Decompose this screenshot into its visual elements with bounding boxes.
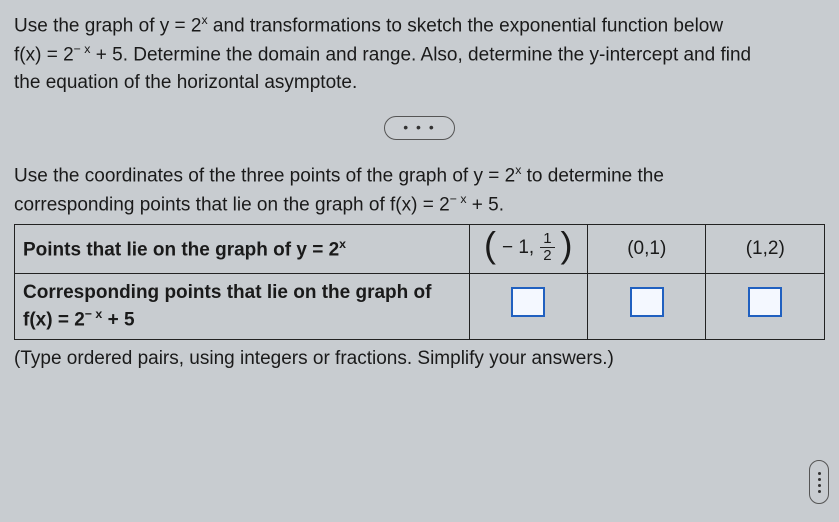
table-row: Points that lie on the graph of y = 2x (…	[15, 225, 825, 273]
text: Points that lie on the graph of y = 2	[23, 239, 339, 260]
exponent: − x	[450, 192, 467, 206]
row1-label: Points that lie on the graph of y = 2x	[15, 225, 470, 273]
text: f(x) = 2	[14, 44, 74, 65]
answer-input-3[interactable]	[748, 287, 782, 317]
more-icon[interactable]: • • •	[384, 116, 454, 141]
footnote: (Type ordered pairs, using integers or f…	[14, 346, 825, 372]
row1-cell3: (1,2)	[706, 225, 825, 273]
problem-intro: Use the graph of y = 2x and transformati…	[14, 12, 825, 96]
row2-label: Corresponding points that lie on the gra…	[15, 273, 470, 339]
text: + 5.	[467, 195, 505, 216]
intro-line-1: Use the graph of y = 2x and transformati…	[14, 12, 825, 39]
prefix: − 1,	[502, 235, 534, 261]
answer-input-2[interactable]	[630, 287, 664, 317]
exponent: − x	[85, 307, 103, 321]
table-row: Corresponding points that lie on the gra…	[15, 273, 825, 339]
vertical-more-icon[interactable]	[809, 460, 829, 504]
row2-cell3	[706, 273, 825, 339]
row1-cell1: ( − 1, 1 2 )	[469, 225, 587, 273]
text: Corresponding points that lie on the gra…	[23, 282, 431, 303]
text: and transformations to sketch the expone…	[208, 15, 723, 36]
points-table: Points that lie on the graph of y = 2x (…	[14, 224, 825, 339]
answer-input-1[interactable]	[511, 287, 545, 317]
text: Use the coordinates of the three points …	[14, 166, 515, 187]
row2-cell2	[588, 273, 706, 339]
row1-cell2: (0,1)	[588, 225, 706, 273]
instruction-line-1: Use the coordinates of the three points …	[14, 162, 825, 189]
text: f(x) = 2	[23, 309, 85, 330]
intro-line-2: f(x) = 2− x + 5. Determine the domain an…	[14, 41, 825, 68]
point-fraction: ( − 1, 1 2 )	[484, 231, 573, 264]
text: + 5. Determine the domain and range. Als…	[90, 44, 751, 65]
numerator: 1	[540, 231, 554, 248]
text: corresponding points that lie on the gra…	[14, 195, 450, 216]
text: + 5	[102, 309, 134, 330]
paren-left: (	[484, 231, 496, 260]
row2-cell1	[469, 273, 587, 339]
text: to determine the	[521, 166, 664, 187]
exponent: − x	[74, 42, 91, 56]
intro-line-3: the equation of the horizontal asymptote…	[14, 70, 825, 96]
exponent: x	[339, 237, 346, 251]
text: Use the graph of y = 2	[14, 15, 201, 36]
divider-wrap: • • •	[14, 114, 825, 141]
denominator: 2	[540, 248, 554, 264]
instruction-line-2: corresponding points that lie on the gra…	[14, 191, 825, 218]
paren-right: )	[561, 231, 573, 260]
instruction-block: Use the coordinates of the three points …	[14, 162, 825, 218]
fraction: 1 2	[540, 231, 554, 264]
